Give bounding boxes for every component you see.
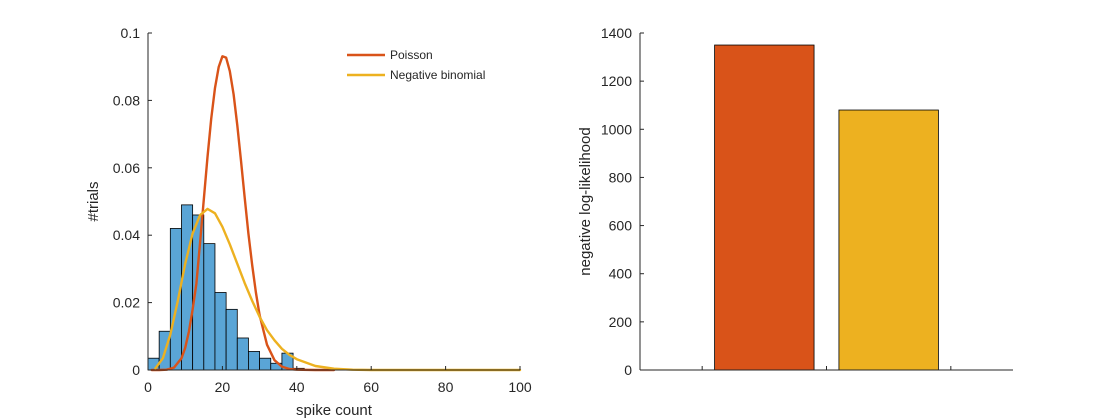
histogram-tick-labels: 0 20 40 60 80 100 0 0.02 0.04 0.06 0.08 0.1: [113, 25, 532, 395]
likelihood-tick-labels: 0 200 400 600 800 1000 1200 1400: [601, 25, 632, 378]
histogram-y-tick-label: 0.02: [113, 295, 140, 311]
histogram-bar: [248, 351, 261, 371]
likelihood-y-tick-label: 1400: [601, 25, 632, 41]
legend-label-negative-binomial: Negative binomial: [390, 68, 485, 82]
histogram-y-tick-label: 0.08: [113, 92, 140, 108]
histogram-bar: [259, 357, 272, 371]
likelihood-y-axis-label: negative log-likelihood: [577, 127, 594, 275]
histogram-bar: [236, 337, 249, 371]
histogram-y-tick-label: 0: [132, 362, 140, 378]
histogram-axes: [147, 32, 521, 371]
likelihood-y-tick-label: 200: [609, 314, 633, 330]
histogram-chart: 0 20 40 60 80 100 0 0.02 0.04 0.06 0.08 0.1 spike c…: [85, 25, 532, 419]
histogram-bar: [181, 204, 194, 371]
histogram-y-tick-label: 0.04: [113, 227, 140, 243]
likelihood-y-tick-label: 0: [624, 362, 632, 378]
histogram-bar: [169, 228, 182, 371]
poisson-likelihood-bar: [714, 44, 815, 371]
likelihood-y-tick-label: 1200: [601, 73, 632, 89]
histogram-x-tick-label: 60: [363, 379, 379, 395]
likelihood-axes: [639, 32, 1013, 371]
legend-label-poisson: Poisson: [390, 48, 433, 62]
histogram-y-tick-label: 0.06: [113, 160, 140, 176]
likelihood-bars: [714, 44, 939, 371]
likelihood-chart: 0 200 400 600 800 1000 1200 1400 negative log-l…: [577, 25, 1013, 378]
histogram-y-tick-label: 0.1: [121, 25, 141, 41]
histogram-x-axis-label: spike count: [296, 402, 373, 419]
poisson-fit-curve: [150, 55, 336, 372]
likelihood-y-tick-label: 1000: [601, 121, 632, 137]
histogram-x-tick-label: 20: [215, 379, 231, 395]
likelihood-y-tick-label: 800: [609, 169, 633, 185]
histogram-x-tick-label: 0: [144, 379, 152, 395]
legend: Poisson Negative binomial: [347, 48, 485, 82]
histogram-x-tick-label: 80: [438, 379, 454, 395]
histogram-x-tick-label: 40: [289, 379, 305, 395]
negative-binomial-likelihood-bar: [838, 109, 939, 371]
histogram-x-tick-label: 100: [508, 379, 532, 395]
histogram-bar: [203, 243, 216, 371]
likelihood-y-tick-label: 600: [609, 218, 633, 234]
histogram-bar: [214, 292, 227, 371]
histogram-y-axis-label: #trials: [85, 181, 102, 221]
likelihood-y-tick-label: 400: [609, 266, 633, 282]
histogram-bar: [225, 308, 238, 371]
